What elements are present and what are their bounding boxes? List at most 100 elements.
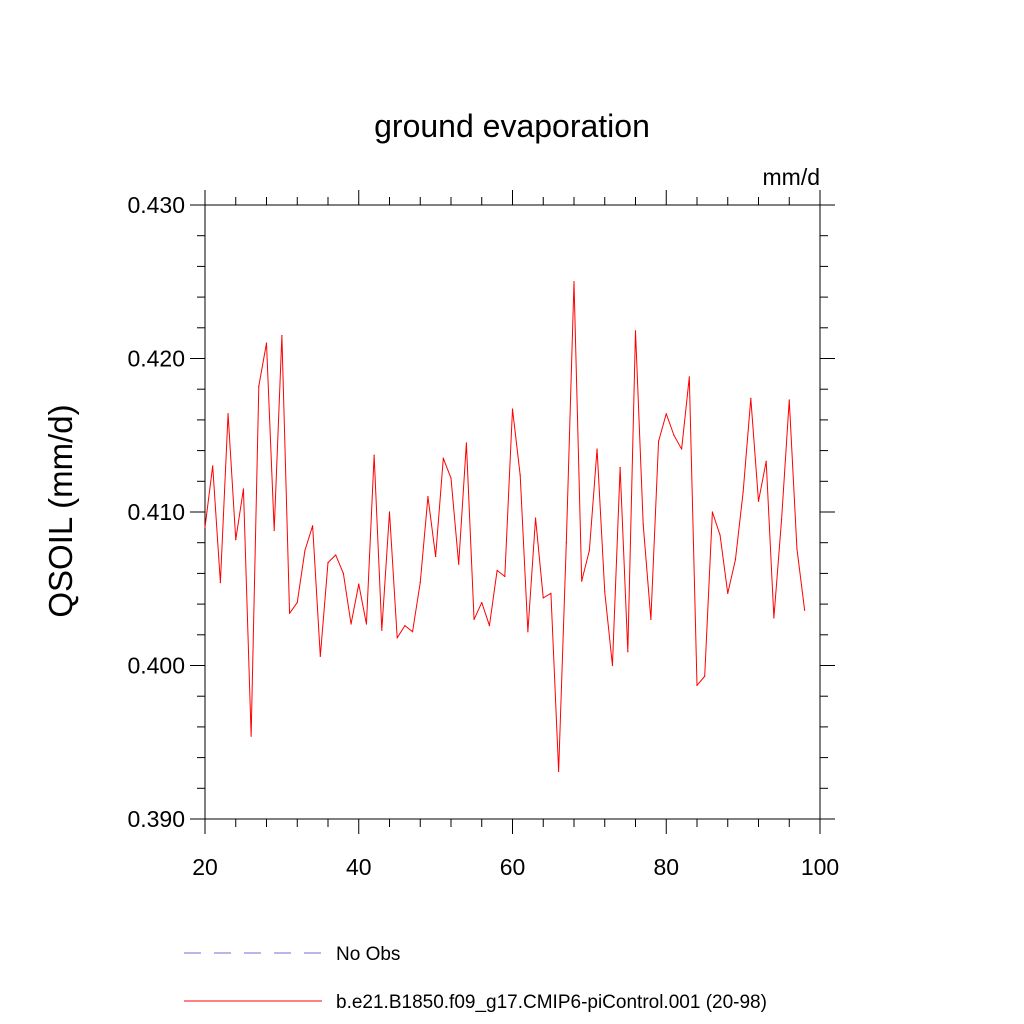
data-point [258, 385, 260, 387]
plot-frame [204, 204, 821, 820]
data-point [281, 334, 283, 337]
data-point [688, 376, 690, 378]
data-point [588, 549, 590, 551]
legend: No Obs b.e21.B1850.f09_g17.CMIP6-piContro… [184, 944, 767, 1013]
data-point [235, 539, 237, 541]
chart-title: ground evaporation [374, 108, 650, 144]
y-tick-label: 0.420 [127, 346, 185, 372]
data-point [304, 549, 306, 551]
data-point [488, 624, 491, 627]
data-point [550, 592, 552, 594]
data-point [342, 572, 344, 575]
data-point [458, 563, 460, 565]
data-point [442, 457, 444, 459]
legend-label-1: b.e21.B1850.f09_g17.CMIP6-piControl.001 … [336, 992, 767, 1013]
data-point [734, 558, 737, 561]
plot-border [204, 204, 821, 820]
data-point [796, 548, 798, 550]
data-point [581, 580, 583, 582]
data-point [473, 618, 475, 621]
data-point [627, 651, 629, 653]
data-point [373, 454, 375, 456]
data-point [665, 413, 667, 415]
data-point [742, 491, 744, 493]
data-point [450, 477, 452, 479]
data-point [273, 529, 275, 532]
data-point [296, 601, 298, 604]
data-point [327, 562, 329, 564]
data-point [265, 342, 268, 344]
y-tick-label: 0.430 [127, 192, 185, 218]
data-point [481, 601, 483, 604]
data-point [427, 496, 429, 498]
data-point [388, 511, 391, 513]
data-point [773, 617, 775, 619]
data-point [381, 629, 383, 631]
data-point [727, 592, 729, 594]
data-point [511, 408, 514, 410]
data-point [435, 555, 437, 558]
y-tick-label: 0.400 [127, 653, 185, 679]
data-point [504, 575, 506, 578]
data-point [212, 465, 214, 467]
data-point [565, 542, 567, 544]
data-point [519, 474, 521, 476]
data-point [242, 488, 245, 490]
data-point [604, 591, 606, 593]
data-point [596, 448, 598, 450]
data-point [288, 612, 291, 614]
data-point [558, 770, 560, 773]
data-point [358, 583, 360, 585]
data-point [681, 448, 683, 450]
data-point [573, 281, 575, 283]
data-point [204, 526, 206, 528]
x-tick-label: 40 [346, 854, 372, 880]
data-point [496, 569, 498, 571]
data-point [411, 631, 414, 633]
legend-label-0: No Obs [336, 944, 400, 965]
data-point [227, 413, 229, 415]
units-label: mm/d [763, 164, 821, 190]
data-point [757, 500, 760, 502]
data-point [704, 675, 706, 677]
data-point [365, 623, 368, 625]
y-axis-label: QSOIL (mm/d) [42, 404, 79, 617]
data-point [219, 582, 221, 584]
data-point [250, 735, 252, 737]
x-axis: 20 40 60 80 100 [192, 190, 839, 880]
data-point [696, 684, 698, 687]
y-tick-label: 0.390 [127, 806, 185, 832]
x-tick-label: 80 [653, 854, 679, 880]
data-point [534, 517, 537, 519]
data-point [527, 631, 529, 633]
series-layer [204, 281, 806, 773]
data-point [619, 466, 621, 469]
data-point [673, 434, 675, 436]
data-point [350, 623, 352, 625]
data-point [719, 534, 721, 536]
data-point [650, 618, 652, 621]
x-tick-label: 60 [500, 854, 526, 880]
data-point [335, 554, 337, 556]
y-tick-label: 0.410 [127, 499, 185, 525]
data-point [780, 519, 783, 521]
data-point [404, 624, 406, 627]
y-axis: 0.390 0.400 0.410 0.420 0.430 [127, 192, 835, 832]
data-point [419, 582, 421, 584]
data-point [542, 597, 544, 599]
data-point [319, 655, 321, 657]
x-tick-label: 20 [192, 854, 218, 880]
data-point [765, 460, 767, 462]
x-tick-label: 100 [801, 854, 839, 880]
data-point [750, 397, 752, 400]
data-point [611, 664, 614, 667]
data-point [804, 609, 806, 611]
data-point [312, 525, 314, 527]
data-point [396, 637, 398, 639]
data-point [642, 523, 644, 525]
series-line-1 [204, 281, 806, 772]
data-point [634, 330, 637, 332]
data-point [788, 399, 790, 401]
data-point [711, 511, 713, 513]
